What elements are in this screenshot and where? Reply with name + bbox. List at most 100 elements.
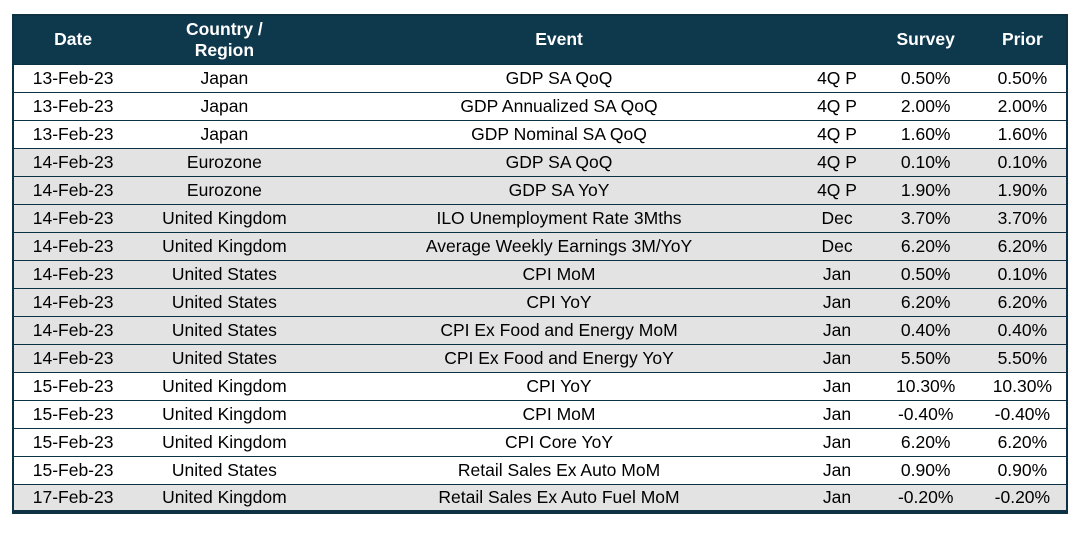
date-cell: 14-Feb-23: [13, 203, 133, 232]
survey-cell: 1.60%: [872, 119, 979, 148]
period-cell: 4Q P: [801, 63, 873, 92]
table-row: 14-Feb-23 Eurozone GDP SA QoQ 4Q P 0.10% 0.10…: [13, 147, 1067, 176]
header-country-region-label: Country / Region: [185, 18, 263, 60]
date-cell: 14-Feb-23: [13, 287, 133, 316]
prior-cell: 6.20%: [978, 287, 1067, 316]
period-cell: Jan: [801, 455, 873, 484]
table-row: 13-Feb-23 Japan GDP SA QoQ 4Q P 0.50% 0.50%: [13, 63, 1067, 92]
period-cell: 4Q P: [801, 119, 873, 148]
table-body: 13-Feb-23 Japan GDP SA QoQ 4Q P 0.50% 0.50% 13…: [13, 63, 1067, 512]
country-cell: United States: [132, 287, 317, 316]
survey-cell: 0.50%: [872, 63, 979, 92]
period-cell: Jan: [801, 343, 873, 372]
country-cell: United States: [132, 259, 317, 288]
prior-cell: 5.50%: [978, 343, 1067, 372]
date-cell: 14-Feb-23: [13, 147, 133, 176]
period-cell: Jan: [801, 483, 873, 512]
survey-cell: 0.90%: [872, 455, 979, 484]
table-row: 14-Feb-23 Eurozone GDP SA YoY 4Q P 1.90% 1.90…: [13, 175, 1067, 204]
country-cell: United States: [132, 455, 317, 484]
survey-cell: 6.20%: [872, 427, 979, 456]
header-survey: Survey: [872, 15, 979, 64]
period-cell: Dec: [801, 231, 873, 260]
country-cell: United Kingdom: [132, 427, 317, 456]
prior-cell: 2.00%: [978, 91, 1067, 120]
prior-cell: 1.60%: [978, 119, 1067, 148]
period-cell: Jan: [801, 371, 873, 400]
country-cell: United Kingdom: [132, 203, 317, 232]
country-cell: United Kingdom: [132, 231, 317, 260]
event-cell: CPI Core YoY: [316, 427, 802, 456]
period-cell: Jan: [801, 427, 873, 456]
table-row: 17-Feb-23 United Kingdom Retail Sales Ex A…: [13, 483, 1067, 512]
header-row: Date Country / Region Event Survey Prior: [13, 15, 1067, 64]
date-cell: 13-Feb-23: [13, 63, 133, 92]
prior-cell: 6.20%: [978, 231, 1067, 260]
table-row: 14-Feb-23 United States CPI MoM Jan 0.50% 0.1…: [13, 259, 1067, 288]
event-cell: GDP Annualized SA QoQ: [316, 91, 802, 120]
table-row: 15-Feb-23 United Kingdom CPI YoY Jan 10.30% 1…: [13, 371, 1067, 400]
header-event: Event: [316, 15, 802, 64]
event-cell: CPI YoY: [316, 287, 802, 316]
event-cell: CPI Ex Food and Energy YoY: [316, 343, 802, 372]
event-cell: Average Weekly Earnings 3M/YoY: [316, 231, 802, 260]
survey-cell: 0.10%: [872, 147, 979, 176]
prior-cell: 6.20%: [978, 427, 1067, 456]
country-cell: Eurozone: [132, 175, 317, 204]
date-cell: 13-Feb-23: [13, 119, 133, 148]
date-cell: 13-Feb-23: [13, 91, 133, 120]
survey-cell: 3.70%: [872, 203, 979, 232]
table-row: 14-Feb-23 United States CPI YoY Jan 6.20% 6.2…: [13, 287, 1067, 316]
date-cell: 15-Feb-23: [13, 427, 133, 456]
event-cell: CPI YoY: [316, 371, 802, 400]
country-cell: United Kingdom: [132, 399, 317, 428]
event-cell: CPI MoM: [316, 259, 802, 288]
prior-cell: 3.70%: [978, 203, 1067, 232]
header-period: [801, 15, 873, 64]
country-cell: United States: [132, 343, 317, 372]
survey-cell: 0.40%: [872, 315, 979, 344]
survey-cell: -0.20%: [872, 483, 979, 512]
prior-cell: 0.50%: [978, 63, 1067, 92]
prior-cell: 0.10%: [978, 147, 1067, 176]
event-cell: ILO Unemployment Rate 3Mths: [316, 203, 802, 232]
date-cell: 14-Feb-23: [13, 259, 133, 288]
event-cell: GDP SA YoY: [316, 175, 802, 204]
survey-cell: 1.90%: [872, 175, 979, 204]
survey-cell: 6.20%: [872, 231, 979, 260]
country-cell: United Kingdom: [132, 483, 317, 512]
prior-cell: 0.40%: [978, 315, 1067, 344]
prior-cell: -0.20%: [978, 483, 1067, 512]
event-cell: GDP Nominal SA QoQ: [316, 119, 802, 148]
event-cell: Retail Sales Ex Auto Fuel MoM: [316, 483, 802, 512]
table-row: 15-Feb-23 United Kingdom CPI Core YoY Jan 6.…: [13, 427, 1067, 456]
date-cell: 14-Feb-23: [13, 315, 133, 344]
prior-cell: 10.30%: [978, 371, 1067, 400]
economic-calendar-table: Date Country / Region Event Survey Prior…: [12, 14, 1068, 514]
prior-cell: -0.40%: [978, 399, 1067, 428]
header-country-region: Country / Region: [132, 15, 317, 64]
event-cell: Retail Sales Ex Auto MoM: [316, 455, 802, 484]
event-cell: GDP SA QoQ: [316, 63, 802, 92]
table-row: 14-Feb-23 United States CPI Ex Food and En…: [13, 315, 1067, 344]
country-cell: United States: [132, 315, 317, 344]
country-cell: Eurozone: [132, 147, 317, 176]
event-cell: CPI Ex Food and Energy MoM: [316, 315, 802, 344]
period-cell: Jan: [801, 287, 873, 316]
date-cell: 15-Feb-23: [13, 371, 133, 400]
prior-cell: 0.90%: [978, 455, 1067, 484]
table-row: 13-Feb-23 Japan GDP Nominal SA QoQ 4Q P 1.60…: [13, 119, 1067, 148]
period-cell: 4Q P: [801, 91, 873, 120]
table-row: 15-Feb-23 United Kingdom CPI MoM Jan -0.40% -…: [13, 399, 1067, 428]
country-cell: Japan: [132, 63, 317, 92]
country-cell: Japan: [132, 119, 317, 148]
header-date: Date: [13, 15, 133, 64]
date-cell: 17-Feb-23: [13, 483, 133, 512]
period-cell: Jan: [801, 399, 873, 428]
event-cell: GDP SA QoQ: [316, 147, 802, 176]
survey-cell: 5.50%: [872, 343, 979, 372]
period-cell: Jan: [801, 259, 873, 288]
event-cell: CPI MoM: [316, 399, 802, 428]
